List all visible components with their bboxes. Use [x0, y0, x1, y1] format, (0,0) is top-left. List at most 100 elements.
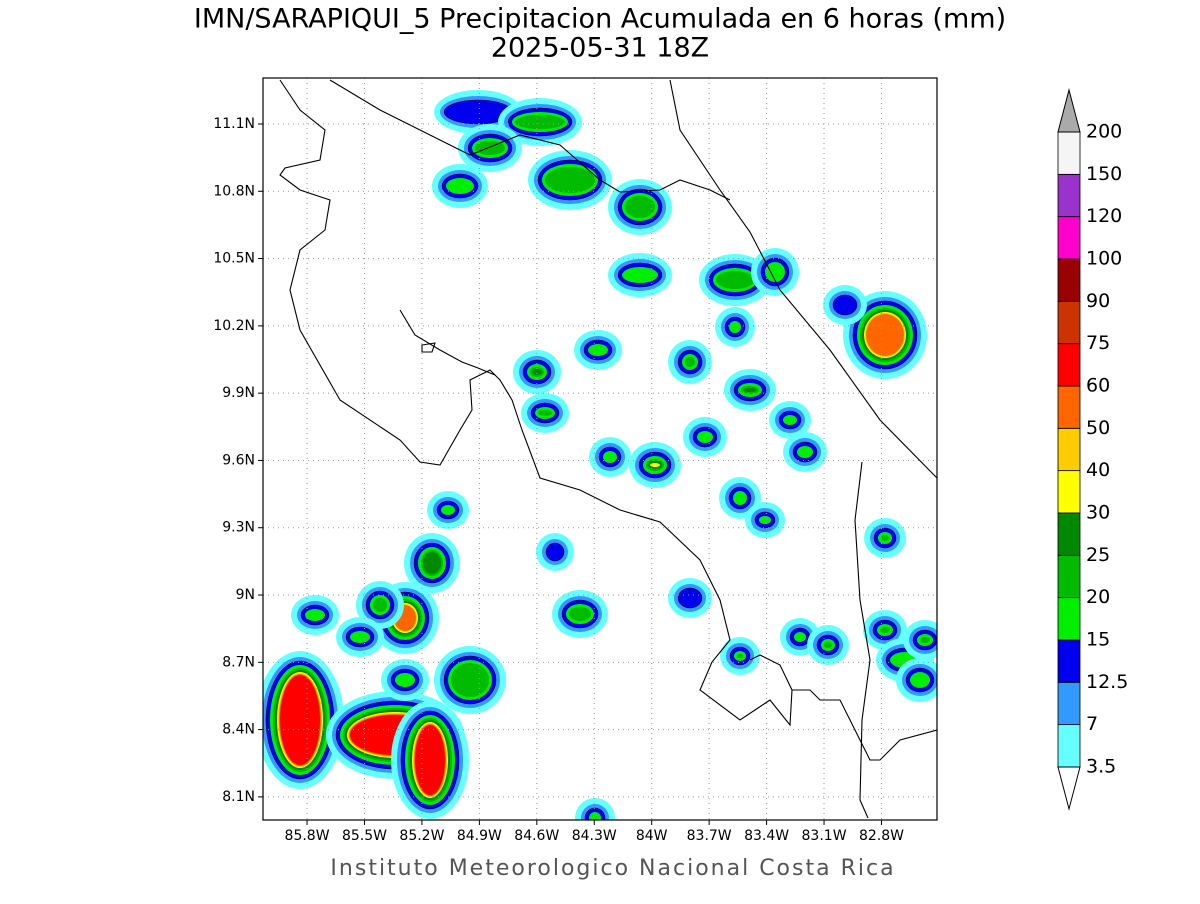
precip-contour [737, 654, 743, 658]
x-tick-label: 84.9W [457, 828, 502, 844]
precip-contour [545, 542, 565, 562]
precip-contour [716, 271, 754, 289]
precip-contour [545, 167, 595, 193]
colorbar-box [1057, 597, 1081, 641]
y-tick-label: 10.2N [213, 318, 255, 334]
precip-contour [538, 410, 552, 416]
precip-contour [677, 587, 703, 609]
precip-contour [729, 321, 741, 333]
precip-contour [920, 637, 930, 643]
y-tick-label: 11.1N [213, 116, 255, 132]
precip-contour [451, 663, 489, 697]
precip-contour [685, 357, 695, 367]
precip-contour [423, 552, 441, 574]
x-tick-label: 83.7W [687, 828, 732, 844]
footer: Instituto Meteorologico Nacional Costa R… [330, 856, 895, 881]
colorbar-box [1057, 173, 1081, 218]
precip-contour [441, 505, 455, 515]
precip-contour [881, 535, 889, 541]
colorbar-box [1057, 343, 1081, 387]
border [854, 461, 871, 819]
colorbar-box [1057, 258, 1081, 302]
precip-contour [622, 267, 658, 283]
x-tick-label: 84W [636, 828, 668, 844]
x-tick-label: 82.8W [859, 828, 904, 844]
precip-contour [743, 388, 757, 392]
x-tick-label: 85.8W [285, 828, 330, 844]
precip-contour [625, 196, 655, 218]
colorbar-label: 60 [1086, 374, 1110, 396]
colorbar-label: 15 [1086, 628, 1110, 650]
colorbar-box [1057, 470, 1081, 514]
colorbar-box [1057, 554, 1081, 599]
precip-contour [603, 451, 617, 463]
precip-contour [759, 516, 771, 524]
colorbar-label: 30 [1086, 501, 1110, 523]
coastlines [279, 79, 937, 819]
precip-contour [588, 344, 608, 356]
precip-contour [305, 609, 325, 621]
coastline [669, 79, 937, 479]
precip-contour [910, 672, 930, 688]
colorbar-label: 7 [1086, 713, 1098, 735]
colorbar-label: 90 [1086, 290, 1110, 312]
precip-contour [280, 675, 320, 765]
precip-contour [866, 314, 904, 356]
precip-contour [373, 598, 387, 612]
y-tick-label: 8.1N [222, 789, 255, 805]
y-tick-label: 10.8N [213, 183, 255, 199]
colorbar-box [1057, 300, 1081, 345]
precip-contour [515, 115, 565, 129]
colorbar-box [1057, 427, 1081, 472]
colorbar-box [1057, 724, 1081, 768]
precip-contour [650, 463, 660, 467]
precip-contour [783, 415, 797, 425]
colorbar-label: 3.5 [1086, 755, 1116, 777]
colorbar-label: 20 [1086, 586, 1110, 608]
colorbar-label: 12.5 [1086, 671, 1128, 693]
colorbar-label: 25 [1086, 544, 1110, 566]
colorbar-label: 75 [1086, 332, 1110, 354]
colorbar-label: 200 [1086, 121, 1122, 143]
colorbar-box [1057, 639, 1081, 683]
y-tick-label: 9N [236, 587, 255, 603]
colorbar-over [1057, 88, 1081, 133]
colorbar-label: 120 [1086, 205, 1122, 227]
coastline [399, 309, 496, 376]
x-tick-label: 85.2W [399, 828, 444, 844]
title: IMN/SARAPIQUI_5 Precipitacion Acumulada … [194, 4, 1006, 35]
y-tick-label: 9.3N [222, 520, 255, 536]
colorbar-box [1057, 681, 1081, 726]
x-tick-label: 85.5W [342, 828, 387, 844]
precip-contour [589, 812, 601, 820]
grid: 85.8W 85.5W 85.2W 84.9W 84.6W 84.3W 84W 83.7W 83… [213, 78, 937, 844]
coastline [421, 342, 436, 353]
precip-contour [765, 262, 785, 282]
precip-contour [395, 673, 415, 687]
precip-contour [880, 627, 890, 633]
colorbar: 3.5 7 12.5 15 20 25 30 40 50 60 75 90 100 120 150 200 [1057, 88, 1128, 811]
colorbar-label: 50 [1086, 417, 1110, 439]
coastline [279, 79, 793, 727]
precip-contour [415, 725, 445, 795]
precip-contour [733, 491, 747, 505]
border [329, 79, 731, 201]
y-tick-label: 9.9N [222, 385, 255, 401]
coastline [792, 689, 937, 761]
y-tick-label: 9.6N [222, 452, 255, 468]
precip-contour [569, 607, 591, 621]
precip-contour [697, 431, 713, 443]
x-tick-label: 84.6W [514, 828, 559, 844]
precip-contour [532, 369, 542, 375]
x-tick-label: 83.1W [802, 828, 847, 844]
y-tick-label: 8.7N [222, 654, 255, 670]
colorbar-box [1057, 131, 1081, 175]
colorbar-box [1057, 512, 1081, 556]
y-tick-label: 10.5N [213, 251, 255, 267]
subtitle: 2025-05-31 18Z [491, 33, 709, 64]
precip-contour [794, 632, 806, 642]
precip-contour [797, 446, 813, 458]
precip-contour [350, 631, 370, 643]
colorbar-under [1057, 766, 1081, 811]
